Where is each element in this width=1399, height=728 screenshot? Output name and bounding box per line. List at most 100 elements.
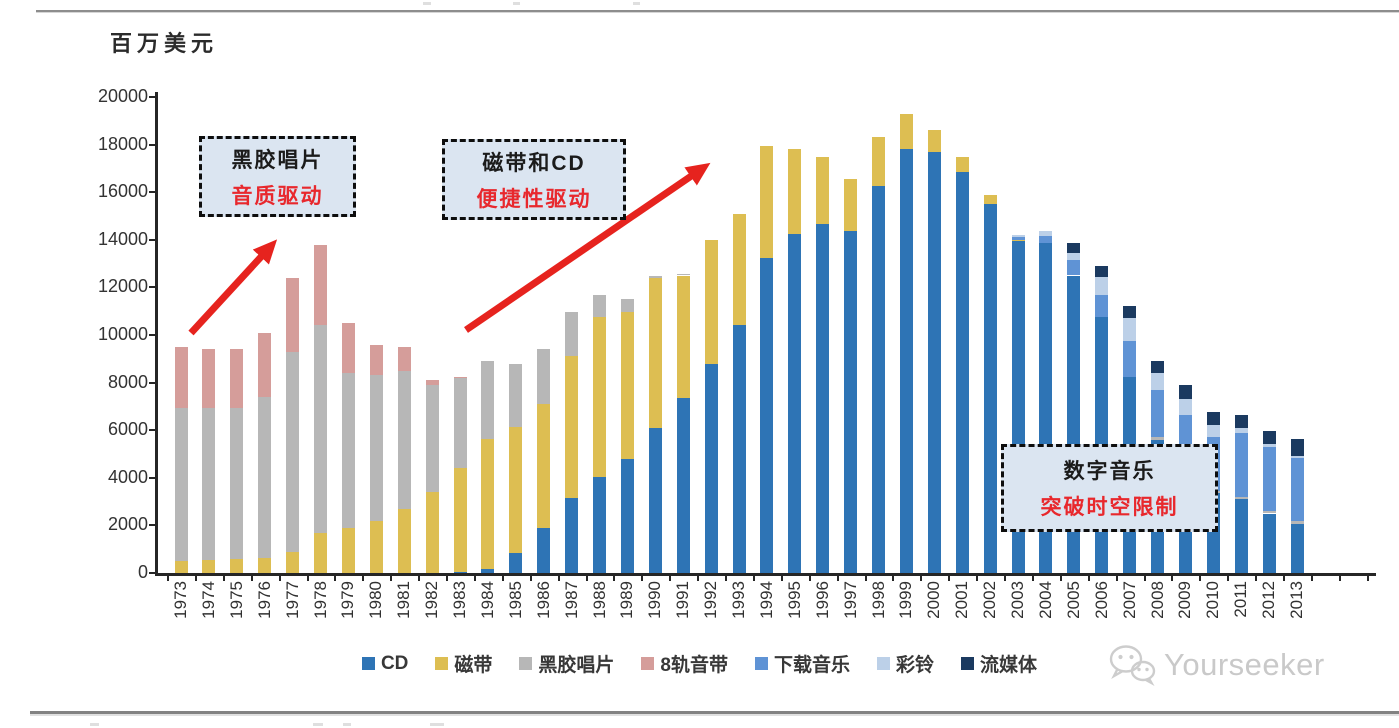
bar-segment (1234, 499, 1248, 573)
bar-segment (397, 508, 411, 573)
x-tick-label: 2001 (952, 581, 972, 619)
x-tick (1171, 575, 1174, 581)
x-tick-label: 1998 (868, 581, 888, 619)
x-tick (1255, 575, 1258, 581)
bar-segment (1262, 431, 1276, 445)
bar-segment (481, 569, 495, 573)
legend-item: 下载音乐 (755, 650, 850, 677)
annotation-box-digital-era: 数字音乐 突破时空限制 (1001, 444, 1218, 532)
bar-segment (453, 468, 467, 572)
bar-segment (732, 325, 746, 573)
legend-swatch (361, 657, 375, 670)
legend-label: CD (380, 652, 409, 674)
x-tick-label: 1974 (198, 581, 218, 619)
y-tick-label: 4000 (107, 466, 148, 487)
bar-segment (1011, 235, 1025, 238)
x-tick-label: 1983 (450, 581, 469, 619)
x-tick (557, 575, 560, 581)
bar-segment (760, 145, 774, 258)
watermark-text: Yourseeker (1164, 647, 1325, 682)
bar-segment (927, 151, 941, 573)
bar-segment (983, 204, 997, 573)
chart-legend: CD 磁带 黑胶唱片 8轨音带 下载音乐 彩铃 流媒体 (0, 650, 1399, 677)
x-tick-label: 2005 (1063, 581, 1083, 619)
y-tick (149, 143, 156, 146)
cutoff-text-artifact (633, 2, 640, 5)
x-tick-label: 1989 (617, 581, 637, 619)
bar-segment (537, 349, 551, 404)
bar-segment (425, 492, 439, 573)
bar-segment (872, 186, 885, 573)
bar-segment (397, 370, 411, 509)
bar-segment (1290, 457, 1304, 521)
bar-segment (1067, 243, 1081, 253)
x-tick (920, 575, 923, 581)
x-tick-label: 1978 (310, 581, 330, 619)
bar-segment (1151, 389, 1164, 438)
bar-segment (1206, 424, 1220, 437)
x-tick (976, 575, 979, 581)
x-tick-label: 1987 (561, 581, 581, 619)
bar-segment (202, 349, 216, 408)
annotation-title: 数字音乐 (1063, 460, 1156, 483)
bar-segment (1178, 398, 1192, 416)
bar-segment (1039, 236, 1053, 244)
bar-segment (1178, 385, 1192, 399)
x-tick (752, 575, 755, 581)
bar-segment (676, 398, 690, 573)
bar-segment (620, 458, 634, 573)
bar-segment (1234, 427, 1248, 433)
x-tick (808, 575, 811, 581)
legend-label: 磁带 (454, 655, 493, 676)
x-tick (585, 575, 588, 581)
x-tick-label: 1992 (701, 581, 721, 619)
x-tick-label: 2004 (1035, 581, 1055, 619)
bar-segment (314, 532, 327, 573)
top-divider-line (36, 10, 1399, 12)
cutoff-text-artifact (430, 723, 444, 726)
bar-segment (453, 377, 467, 469)
x-tick-label: 1986 (533, 581, 553, 619)
bar-segment (1234, 432, 1248, 497)
x-tick (1115, 575, 1118, 581)
bar-segment (1290, 524, 1304, 573)
x-tick-label: 1988 (589, 581, 609, 619)
y-tick (149, 524, 156, 527)
x-tick-label: 2003 (1008, 581, 1027, 619)
bar-segment (1011, 239, 1025, 241)
y-tick (149, 238, 156, 241)
legend-item: 流媒体 (961, 650, 1037, 677)
bar-segment (1151, 437, 1164, 440)
y-tick (149, 572, 156, 574)
bar-segment (509, 552, 523, 573)
legend-swatch (755, 657, 768, 670)
y-tick (149, 429, 156, 432)
bar-segment (704, 239, 718, 364)
bar-segment (1234, 496, 1248, 500)
bar-segment (425, 384, 439, 493)
legend-label: 流媒体 (980, 655, 1038, 676)
bar-segment (258, 332, 272, 397)
bar-segment (899, 149, 913, 573)
bar-segment (676, 274, 690, 276)
bar-segment (1262, 513, 1276, 573)
x-tick (362, 575, 365, 581)
x-tick-label: 1990 (645, 581, 665, 619)
x-tick (1031, 575, 1034, 581)
x-tick-label: 2012 (1259, 581, 1279, 619)
bar-segment (286, 351, 300, 552)
x-tick (1199, 575, 1202, 581)
bar-segment (481, 361, 495, 439)
bar-segment (620, 312, 634, 459)
bar-segment (397, 346, 411, 371)
bar-segment (788, 149, 802, 234)
x-tick (529, 575, 532, 581)
bar-segment (1151, 361, 1164, 374)
bar-segment (1095, 276, 1109, 295)
bar-segment (648, 277, 662, 428)
y-tick-label: 20000 (97, 86, 148, 106)
cutoff-text-artifact (313, 723, 323, 726)
x-tick (1087, 575, 1090, 581)
